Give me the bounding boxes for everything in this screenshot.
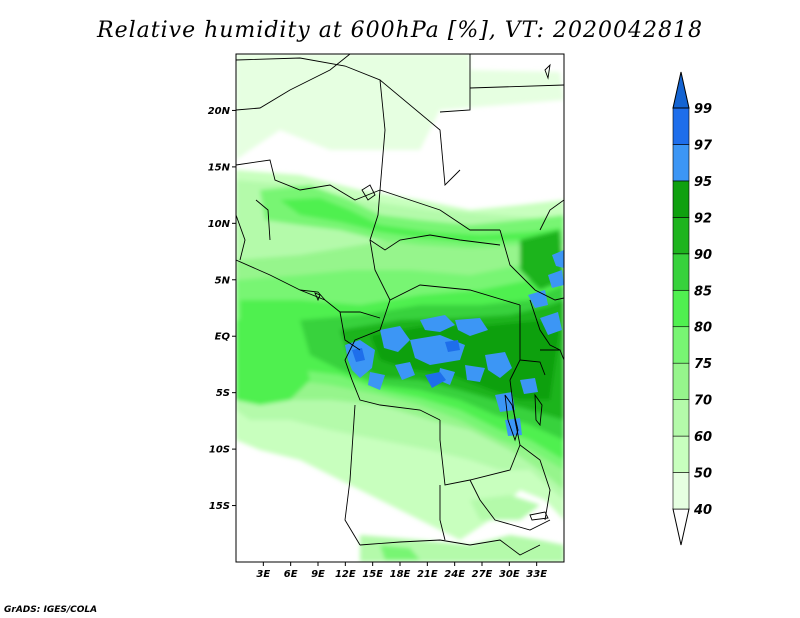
- lon-tick-label: 33E: [526, 569, 547, 580]
- lat-tick-label: 5S: [216, 388, 230, 399]
- colorbar-label: 85: [694, 284, 712, 299]
- humidity-field: [236, 54, 564, 562]
- map-title: Relative humidity at 600hPa [%], VT: 202…: [97, 18, 703, 43]
- colorbar-label: 75: [694, 357, 712, 372]
- colorbar-label: 60: [694, 430, 712, 445]
- colorbar-swatch: [672, 180, 690, 218]
- colorbar-label: 50: [694, 467, 712, 482]
- lon-tick-label: 9E: [311, 569, 325, 580]
- country-borders: [236, 54, 564, 556]
- colorbar-above-arrow: [672, 71, 690, 109]
- lon-tick-label: 12E: [335, 569, 356, 580]
- lat-tick-label: 5N: [215, 275, 231, 286]
- lat-tick-label: 15N: [208, 162, 231, 173]
- colorbar-swatch: [672, 435, 690, 473]
- colorbar-label: 40: [693, 503, 712, 518]
- colorbar-swatch: [672, 472, 690, 510]
- colorbar-swatch: [672, 399, 690, 437]
- lon-tick-label: 27E: [472, 569, 493, 580]
- colorbar-swatch: [672, 362, 690, 400]
- colorbar-label: 70: [694, 394, 712, 409]
- saturated-patches: [345, 250, 564, 436]
- colorbar-swatch: [672, 289, 690, 328]
- colorbar-swatch: [672, 144, 690, 182]
- colorbar-label: 97: [694, 138, 713, 153]
- lon-tick-label: 15E: [362, 569, 383, 580]
- lon-tick-label: 3E: [256, 569, 270, 580]
- colorbar-below-arrow: [672, 508, 690, 546]
- lon-tick-label: 30E: [499, 569, 520, 580]
- colorbar-label: 99: [694, 102, 712, 117]
- lon-tick-label: 21E: [417, 569, 438, 580]
- colorbar-label: 95: [694, 175, 712, 190]
- colorbar-swatch: [672, 217, 690, 255]
- lat-tick-label: 10S: [209, 445, 230, 456]
- colorbar-swatch: [672, 107, 690, 145]
- lat-tick-label: 20N: [208, 106, 231, 117]
- longitude-axis: 3E 6E 9E 12E 15E 18E 21E 24E 27E 30E 33E: [256, 562, 547, 580]
- colorbar: 40 50 60 70 75 80 85 90 92 95 97 99: [672, 71, 713, 546]
- lat-tick-label: 15S: [209, 501, 230, 512]
- colorbar-label: 92: [694, 211, 712, 226]
- grads-credit: GrADS: IGES/COLA: [4, 605, 98, 615]
- lon-tick-label: 6E: [284, 569, 298, 580]
- lat-tick-label: 10N: [208, 219, 231, 230]
- latitude-axis: 20N 15N 10N 5N EQ 5S 10S 15S: [208, 106, 236, 512]
- colorbar-label: 80: [694, 321, 712, 336]
- lon-tick-label: 24E: [444, 569, 465, 580]
- colorbar-swatch: [672, 326, 690, 364]
- colorbar-label: 90: [694, 248, 712, 263]
- lon-tick-label: 18E: [390, 569, 411, 580]
- colorbar-swatch: [672, 253, 690, 291]
- lat-tick-label: EQ: [215, 332, 231, 343]
